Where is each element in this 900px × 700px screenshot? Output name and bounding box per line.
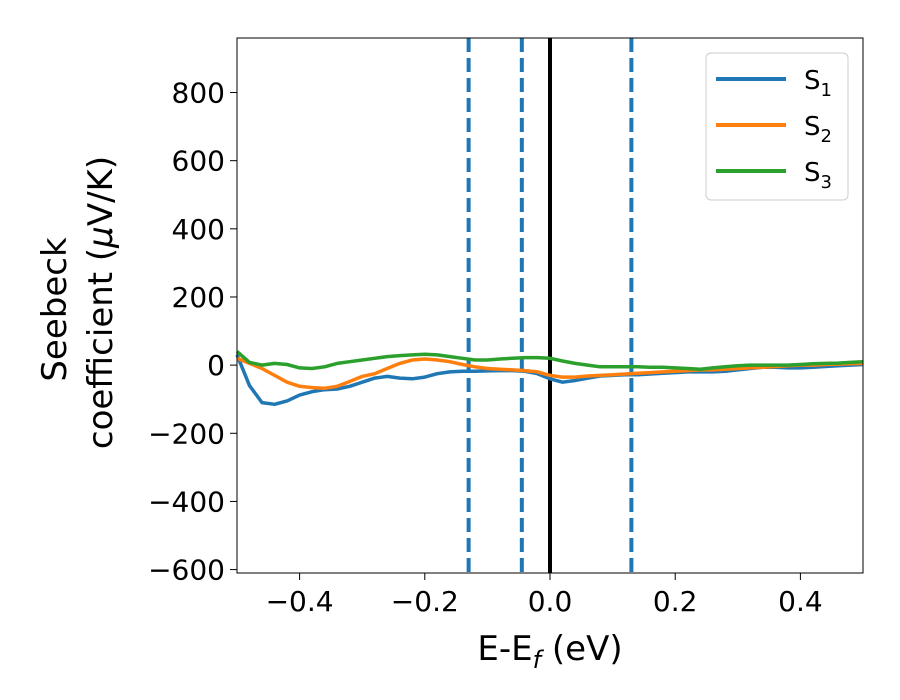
- vertical-reference-lines: [466, 38, 634, 573]
- legend-label-s2: S2: [804, 112, 832, 147]
- x-axis-ticks: −0.4 −0.2 0.0 0.2 0.4: [266, 573, 823, 618]
- y-axis-label-line2-end: V/K): [81, 156, 121, 226]
- x-tick-label: 0.0: [528, 585, 573, 618]
- x-tick-label: −0.4: [266, 585, 334, 618]
- y-tick-label: 600: [172, 145, 225, 178]
- series-lines: [235, 350, 864, 407]
- y-axis-label: Seebeck coefficient (μV/K): [35, 156, 121, 449]
- y-axis-label-line1: Seebeck: [35, 237, 75, 382]
- legend: S1 S2 S3: [705, 52, 849, 201]
- x-tick-label: 0.2: [653, 585, 698, 618]
- y-tick-label: 0: [207, 349, 225, 382]
- legend-label-s1: S1: [804, 66, 832, 101]
- y-axis-label-line2: coefficient (μV/K): [81, 156, 121, 449]
- x-axis-label-main: E-E: [477, 629, 532, 669]
- x-axis-label: E-Ef (eV): [477, 629, 622, 674]
- series-line-s3: [235, 350, 864, 371]
- y-tick-label: 400: [172, 213, 225, 246]
- y-axis-ticks: −600 −400 −200 0 200 400 600 800: [148, 77, 237, 587]
- legend-label-s3: S3: [804, 158, 832, 193]
- y-tick-label: −400: [148, 485, 225, 518]
- x-axis-label-unit: (eV): [541, 629, 623, 669]
- y-tick-label: 800: [172, 77, 225, 110]
- series-line-s2: [236, 356, 864, 391]
- y-axis-label-line2-text: coefficient (: [81, 248, 121, 449]
- y-tick-label: −600: [148, 554, 225, 587]
- y-tick-label: −200: [148, 417, 225, 450]
- y-axis-label-line2-mu: μ: [81, 226, 121, 249]
- y-tick-label: 200: [172, 281, 225, 314]
- x-tick-label: 0.4: [778, 585, 823, 618]
- x-tick-label: −0.2: [391, 585, 459, 618]
